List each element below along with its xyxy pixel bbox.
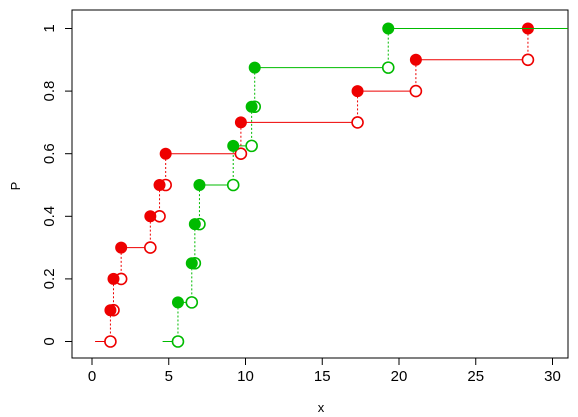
open-point xyxy=(381,61,395,74)
y-axis: 0 0.2 0.4 0.6 0.8 1 xyxy=(41,24,72,346)
filled-point xyxy=(193,179,206,191)
filled-point xyxy=(382,22,395,35)
filled-point xyxy=(245,100,258,113)
x-tick-label: 20 xyxy=(391,368,408,385)
filled-point xyxy=(153,179,166,191)
series-2 xyxy=(162,22,568,348)
y-tick-label: 0.4 xyxy=(41,206,58,227)
y-tick-label: 0.2 xyxy=(41,268,58,289)
filled-point xyxy=(248,61,261,74)
y-tick-label: 0.8 xyxy=(41,81,58,102)
plot-frame xyxy=(71,9,569,359)
x-tick-label: 0 xyxy=(88,368,96,385)
x-tick-label: 5 xyxy=(165,368,173,385)
x-tick-label: 30 xyxy=(544,368,561,385)
open-point xyxy=(226,178,240,192)
x-tick-label: 10 xyxy=(237,368,254,385)
filled-point xyxy=(227,139,240,152)
filled-point xyxy=(351,85,364,98)
open-point xyxy=(144,241,157,254)
open-point xyxy=(185,296,199,309)
filled-point xyxy=(185,257,198,270)
y-tick-label: 0.6 xyxy=(41,143,58,164)
open-point xyxy=(409,84,423,98)
y-tick-label: 0 xyxy=(41,337,58,345)
filled-point xyxy=(159,147,172,160)
filled-point xyxy=(144,210,157,223)
open-point xyxy=(245,139,258,153)
x-axis: 0 5 10 15 20 25 30 xyxy=(88,358,561,385)
open-point xyxy=(234,147,248,160)
filled-point xyxy=(234,116,247,129)
filled-point xyxy=(107,272,120,285)
x-tick-label: 15 xyxy=(314,368,331,385)
series-1 xyxy=(95,22,568,348)
filled-point xyxy=(188,218,201,231)
filled-point xyxy=(409,53,422,66)
y-axis-title: P xyxy=(8,182,23,191)
filled-point xyxy=(115,241,128,254)
y-tick-label: 1 xyxy=(41,24,58,32)
open-point xyxy=(171,335,185,348)
filled-point xyxy=(104,304,117,317)
open-point xyxy=(521,53,535,67)
x-axis-title: x xyxy=(318,400,325,415)
series-layer xyxy=(95,22,568,348)
x-tick-label: 25 xyxy=(467,368,484,385)
open-point xyxy=(104,335,117,348)
filled-point xyxy=(171,296,184,309)
open-point xyxy=(351,116,364,129)
